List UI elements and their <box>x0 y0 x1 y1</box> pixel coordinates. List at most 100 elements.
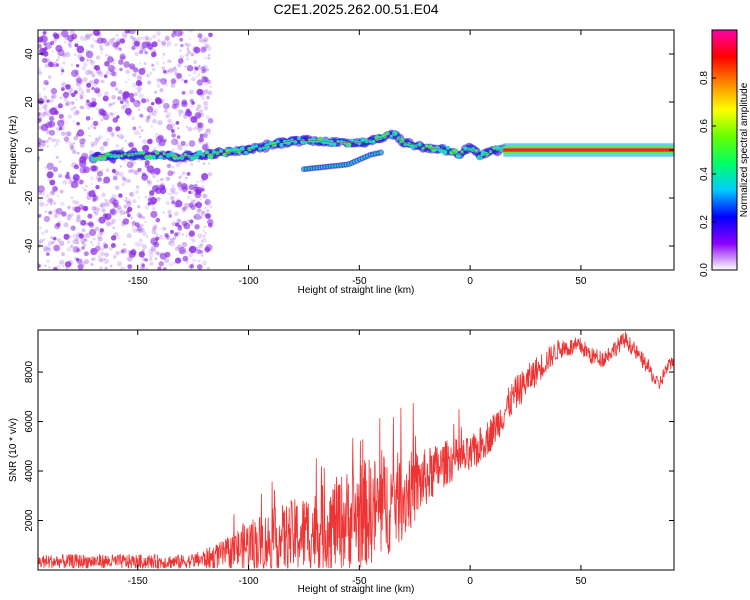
noise-point <box>164 227 167 230</box>
noise-point <box>67 205 70 208</box>
noise-point <box>104 266 108 270</box>
noise-point <box>107 199 111 203</box>
noise-point <box>75 64 80 68</box>
noise-point <box>85 64 88 67</box>
ridge-point <box>434 145 440 152</box>
colorbar-tick-label: 0.8 <box>699 71 710 85</box>
noise-point <box>134 130 139 136</box>
noise-point <box>163 110 166 113</box>
noise-point <box>180 31 184 35</box>
noise-point <box>189 98 194 103</box>
noise-point <box>180 174 184 177</box>
noise-point <box>41 140 47 146</box>
noise-point <box>129 191 135 197</box>
noise-point <box>77 178 84 185</box>
y-tick-label: 20 <box>24 96 35 108</box>
noise-point <box>44 166 47 169</box>
noise-point <box>202 229 206 232</box>
noise-point <box>176 135 181 139</box>
y-tick-label: 40 <box>24 48 35 60</box>
noise-point <box>187 112 192 117</box>
noise-point <box>186 44 190 48</box>
ridge-point <box>498 146 504 152</box>
noise-point <box>45 58 51 63</box>
noise-point <box>77 263 84 270</box>
noise-point <box>185 125 189 128</box>
noise-point <box>205 128 211 134</box>
noise-point <box>135 43 141 50</box>
noise-point <box>97 236 103 242</box>
noise-point <box>158 106 161 108</box>
noise-point <box>151 51 157 58</box>
noise-point <box>171 200 176 205</box>
noise-point <box>38 71 42 75</box>
spectrogram-marks <box>38 30 674 270</box>
noise-point <box>136 86 142 92</box>
noise-point <box>178 180 181 183</box>
noise-point <box>181 242 187 248</box>
noise-point <box>75 200 80 205</box>
noise-point <box>141 267 145 270</box>
noise-point <box>119 165 123 168</box>
noise-point <box>166 111 172 117</box>
noise-point <box>162 237 165 240</box>
colorbar-tick-label: 0.0 <box>699 263 710 277</box>
y-tick-label: 0 <box>24 147 35 153</box>
noise-point <box>154 90 158 94</box>
y-tick-label: 8000 <box>24 361 35 384</box>
noise-point <box>81 137 87 142</box>
noise-point <box>168 192 171 196</box>
noise-point <box>81 228 86 233</box>
noise-point <box>56 265 61 270</box>
y-tick-label: 4000 <box>24 459 35 482</box>
noise-point <box>188 51 191 53</box>
ridge-point <box>147 154 154 160</box>
noise-point <box>38 263 41 268</box>
noise-point <box>155 236 160 241</box>
noise-point <box>109 68 112 71</box>
noise-point <box>63 97 68 102</box>
noise-point <box>56 156 59 159</box>
ridge-point <box>162 152 166 156</box>
noise-point <box>90 59 94 64</box>
ridge-point <box>196 150 203 156</box>
noise-point <box>55 155 59 159</box>
noise-point <box>59 96 63 100</box>
noise-point <box>138 49 144 55</box>
noise-point <box>69 235 72 238</box>
noise-point <box>142 67 146 71</box>
noise-point <box>201 76 208 83</box>
noise-point <box>104 201 110 207</box>
noise-point <box>43 215 51 223</box>
noise-point <box>146 146 150 150</box>
noise-point <box>147 41 152 47</box>
noise-point <box>144 160 150 166</box>
noise-point <box>92 140 98 146</box>
noise-point <box>132 199 137 204</box>
noise-point <box>191 239 196 243</box>
noise-point <box>42 31 47 35</box>
noise-point <box>202 237 207 243</box>
noise-point <box>172 98 180 106</box>
noise-point <box>159 88 164 93</box>
noise-point <box>38 156 41 162</box>
noise-point <box>53 213 59 219</box>
noise-point <box>159 178 162 181</box>
noise-point <box>38 67 41 72</box>
noise-point <box>193 65 197 69</box>
noise-point <box>198 37 204 43</box>
noise-point <box>53 202 57 206</box>
noise-point <box>88 214 93 219</box>
noise-point <box>177 231 181 235</box>
noise-point <box>142 139 148 145</box>
noise-point <box>100 207 106 213</box>
noise-point <box>148 138 153 144</box>
colorbar-gradient <box>712 30 737 270</box>
noise-point <box>48 61 54 68</box>
noise-point <box>85 33 91 39</box>
noise-point <box>149 71 153 75</box>
noise-point <box>93 30 100 36</box>
noise-point <box>181 100 188 108</box>
noise-point <box>146 180 150 183</box>
noise-point <box>148 37 152 41</box>
